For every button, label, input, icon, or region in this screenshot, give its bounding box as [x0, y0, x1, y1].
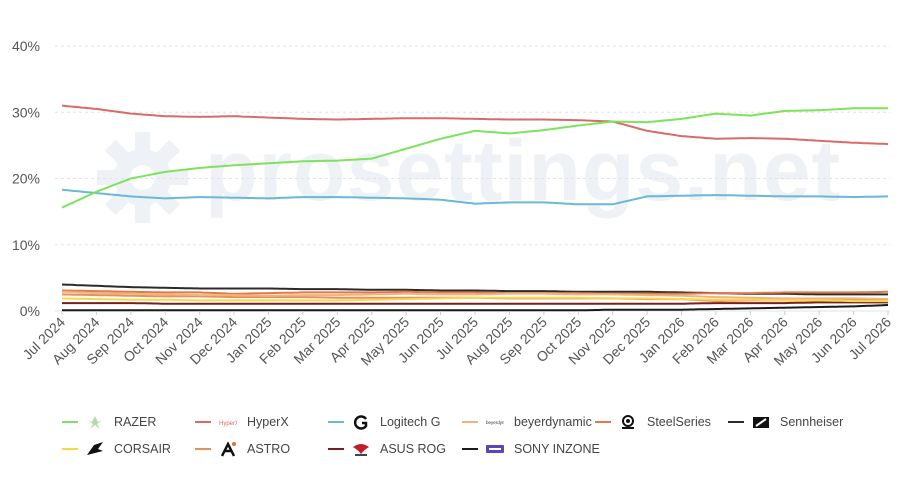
- series-line-logitech-g: [61, 188, 888, 206]
- astro-icon: [219, 441, 237, 457]
- y-axis-ticks: 0% 10% 20% 30% 40%: [12, 38, 40, 319]
- y-tick-label: 0%: [20, 303, 40, 319]
- legend-label: CORSAIR: [114, 442, 171, 456]
- legend-swatch: [462, 421, 478, 423]
- legend-item-sony-inzone[interactable]: SONY INZONE: [462, 439, 600, 459]
- series-line-corsair: [61, 296, 888, 303]
- legend-item-steelseries[interactable]: SteelSeries: [595, 412, 711, 432]
- legend-swatch: [595, 421, 611, 423]
- legend-swatch: [462, 448, 478, 450]
- y-tick-label: 30%: [12, 104, 40, 120]
- legend-label: beyerdynamic: [514, 415, 592, 429]
- razer-icon: [86, 414, 104, 430]
- legend-swatch: [195, 448, 211, 450]
- legend-label: ASUS ROG: [380, 442, 446, 456]
- legend-item-logitech-g[interactable]: Logitech G: [328, 412, 440, 432]
- sennheiser-icon: [752, 414, 770, 430]
- logitech-g-icon: [352, 414, 370, 430]
- legend-label: Logitech G: [380, 415, 441, 429]
- grid-lines: [55, 45, 890, 312]
- svg-text:beyerdynamic: beyerdynamic: [486, 420, 504, 425]
- series-line-sony-inzone: [62, 304, 889, 312]
- legend-label: ASTRO: [247, 442, 291, 456]
- y-tick-label: 20%: [12, 171, 40, 187]
- legend-swatch: [62, 448, 78, 450]
- legend-item-beyerdynamic[interactable]: beyerdynamic beyerdynamic: [462, 412, 592, 432]
- series-line-razer: [61, 107, 888, 209]
- legend-label: HyperX: [247, 415, 289, 429]
- legend-item-astro[interactable]: ASTRO: [195, 439, 290, 459]
- svg-text:HyperX: HyperX: [219, 421, 237, 427]
- corsair-icon: [86, 441, 104, 457]
- hyperx-icon: HyperX: [219, 414, 237, 430]
- legend-swatch: [728, 421, 744, 423]
- series-line-hyperx: [61, 104, 889, 146]
- legend-label: Sennheiser: [780, 415, 844, 429]
- series-line-steelseries: [62, 289, 888, 295]
- sony-inzone-icon: [486, 441, 504, 457]
- legend-item-asus-rog[interactable]: ASUS ROG: [328, 439, 446, 459]
- legend-label: RAZER: [114, 415, 157, 429]
- series-lines: [61, 104, 889, 312]
- y-tick-label: 40%: [12, 38, 40, 54]
- legend-swatch: [62, 421, 78, 423]
- beyerdynamic-icon: beyerdynamic: [486, 414, 504, 430]
- legend-item-razer[interactable]: RAZER: [62, 412, 156, 432]
- legend-item-sennheiser[interactable]: Sennheiser: [728, 412, 843, 432]
- series-line-asus-rog: [62, 301, 888, 305]
- legend-swatch: [328, 448, 344, 450]
- legend-label: SteelSeries: [647, 415, 711, 429]
- asus-rog-icon: [352, 441, 370, 457]
- y-tick-label: 10%: [12, 237, 40, 253]
- legend-item-hyperx[interactable]: HyperX HyperX: [195, 412, 289, 432]
- steelseries-icon: [619, 414, 637, 430]
- legend-swatch: [328, 421, 344, 423]
- legend-label: SONY INZONE: [514, 442, 600, 456]
- legend: RAZERHyperXHyperXLogitech Gbeyerdynamicb…: [62, 412, 892, 462]
- legend-swatch: [195, 421, 211, 423]
- legend-item-corsair[interactable]: CORSAIR: [62, 439, 171, 459]
- series-line-beyerdynamic: [61, 290, 889, 301]
